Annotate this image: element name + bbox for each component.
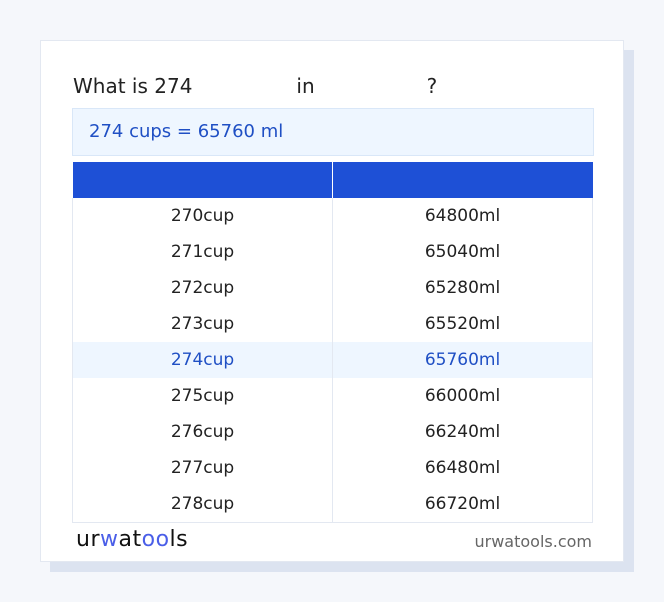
ml-cell: 65520ml — [332, 306, 593, 342]
question-prefix: What is 274 — [73, 74, 193, 98]
cups-cell: 273cup — [72, 306, 333, 342]
cups-cell: 278cup — [72, 486, 333, 523]
cups-cell: 275cup — [72, 378, 333, 414]
urwatools-logo: urwatools — [76, 527, 189, 552]
cups-cell: 277cup — [72, 450, 333, 486]
table-row: 273cup 65520ml — [72, 306, 593, 342]
site-link[interactable]: urwatools.com — [474, 532, 593, 551]
ml-cell: 66480ml — [332, 450, 593, 486]
table-row: 275cup 66000ml — [72, 378, 593, 414]
cups-cell: 276cup — [72, 414, 333, 450]
header-cups — [72, 162, 333, 198]
conversion-table: 270cup 64800ml 271cup 65040ml 272cup 65280ml 2… — [72, 162, 593, 523]
ml-cell: 65040ml — [332, 234, 593, 270]
table-row: 278cup 66720ml — [72, 486, 593, 523]
table-row: 277cup 66480ml — [72, 450, 593, 486]
ml-cell: 66000ml — [332, 378, 593, 414]
ml-cell: 65280ml — [332, 270, 593, 306]
ml-cell: 64800ml — [332, 198, 593, 234]
table-row: 270cup 64800ml — [72, 198, 593, 234]
cups-cell: 271cup — [72, 234, 333, 270]
ml-cell: 66720ml — [332, 486, 593, 523]
result-box: 274 cups = 65760 ml — [72, 108, 594, 156]
cups-cell: 270cup — [72, 198, 333, 234]
table-row: 276cup 66240ml — [72, 414, 593, 450]
cups-cell: 274cup — [72, 342, 333, 378]
cups-cell: 272cup — [72, 270, 333, 306]
question-title: What is 274 in? — [73, 74, 437, 98]
table-row: 272cup 65280ml — [72, 270, 593, 306]
question-suffix: ? — [426, 74, 438, 98]
ml-cell: 65760ml — [332, 342, 593, 378]
table-header — [72, 162, 593, 198]
header-ml — [332, 162, 593, 198]
table-row: 271cup 65040ml — [72, 234, 593, 270]
question-middle: in — [296, 74, 315, 98]
ml-cell: 66240ml — [332, 414, 593, 450]
table-row: 274cup 65760ml — [72, 342, 593, 378]
conversion-card: What is 274 in? 274 cups = 65760 ml 270cu… — [40, 40, 624, 562]
